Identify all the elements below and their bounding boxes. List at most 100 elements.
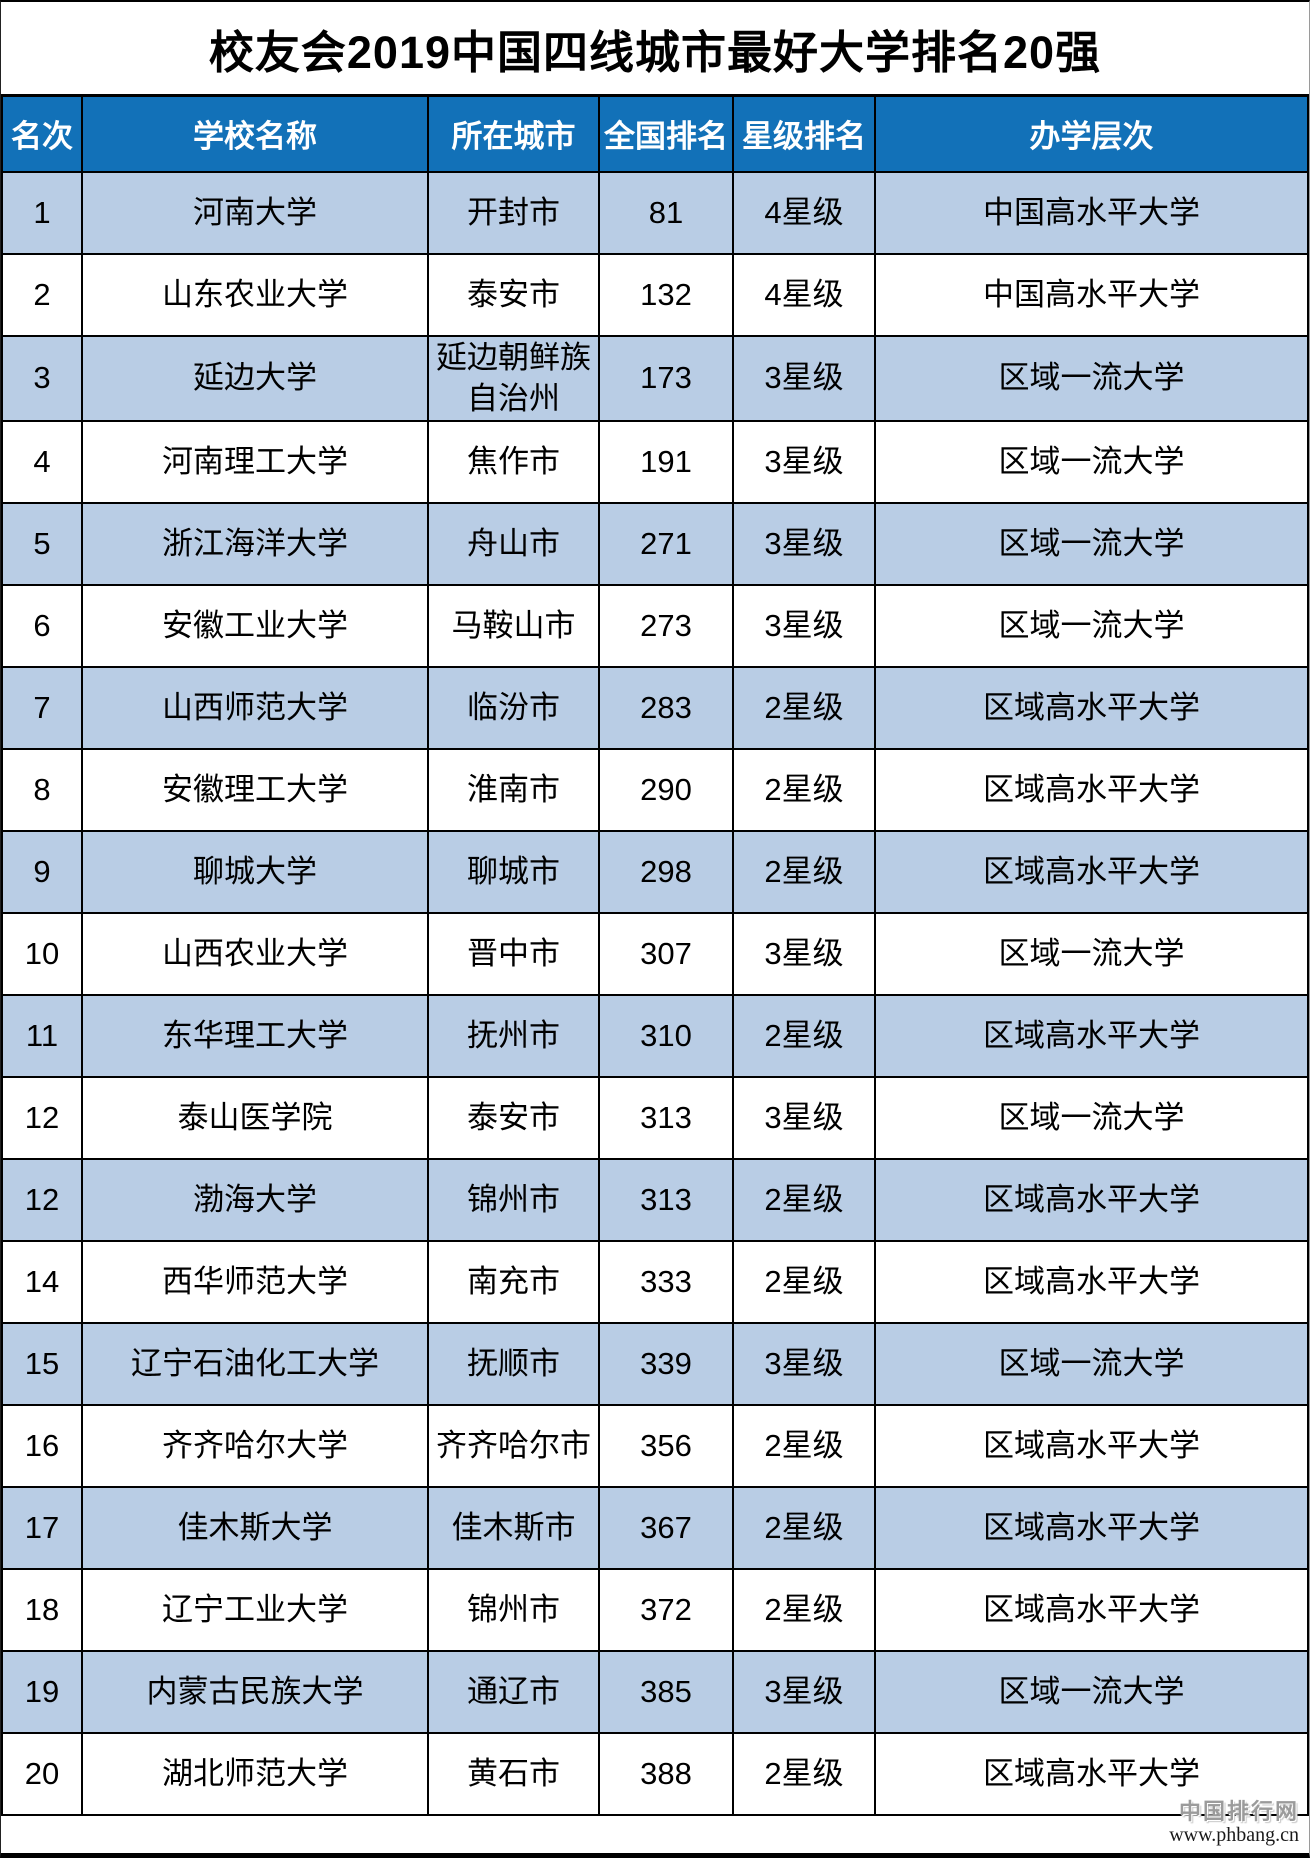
city-cell: 泰安市 (427, 252, 600, 337)
header-cell-national-rank: 全国排名 (598, 94, 734, 173)
school-cell: 山西农业大学 (81, 912, 429, 997)
level-cell: 区域一流大学 (874, 420, 1309, 505)
city-cell: 抚顺市 (427, 1322, 600, 1407)
table-row: 6 安徽工业大学 马鞍山市 273 3星级 区域一流大学 (1, 584, 1309, 669)
city-cell: 晋中市 (427, 912, 600, 997)
rank-cell: 17 (1, 1486, 83, 1571)
national-rank-cell: 283 (598, 666, 734, 751)
city-cell: 齐齐哈尔市 (427, 1404, 600, 1489)
city-cell: 通辽市 (427, 1650, 600, 1735)
table-row: 2 山东农业大学 泰安市 132 4星级 中国高水平大学 (1, 252, 1309, 337)
national-rank-cell: 313 (598, 1158, 734, 1243)
table-row: 20 湖北师范大学 黄石市 388 2星级 区域高水平大学 (1, 1732, 1309, 1817)
level-cell: 中国高水平大学 (874, 252, 1309, 337)
school-cell: 安徽理工大学 (81, 748, 429, 833)
city-cell: 南充市 (427, 1240, 600, 1325)
table-row: 7 山西师范大学 临汾市 283 2星级 区域高水平大学 (1, 666, 1309, 751)
star-rating-cell: 2星级 (732, 1158, 876, 1243)
city-cell: 黄石市 (427, 1732, 600, 1817)
school-cell: 河南大学 (81, 170, 429, 255)
star-rating-cell: 3星级 (732, 912, 876, 997)
star-rating-cell: 3星级 (732, 334, 876, 423)
star-rating-cell: 3星级 (732, 420, 876, 505)
school-cell: 山西师范大学 (81, 666, 429, 751)
national-rank-cell: 372 (598, 1568, 734, 1653)
star-rating-cell: 3星级 (732, 584, 876, 669)
rank-cell: 6 (1, 584, 83, 669)
star-rating-cell: 2星级 (732, 1486, 876, 1571)
level-cell: 区域一流大学 (874, 1076, 1309, 1161)
star-rating-cell: 2星级 (732, 1568, 876, 1653)
school-cell: 安徽工业大学 (81, 584, 429, 669)
rank-cell: 7 (1, 666, 83, 751)
national-rank-cell: 298 (598, 830, 734, 915)
table-row: 15 辽宁石油化工大学 抚顺市 339 3星级 区域一流大学 (1, 1322, 1309, 1407)
level-cell: 区域高水平大学 (874, 666, 1309, 751)
level-cell: 区域高水平大学 (874, 1404, 1309, 1489)
star-rating-cell: 2星级 (732, 1404, 876, 1489)
level-cell: 区域高水平大学 (874, 1486, 1309, 1571)
header-cell-level: 办学层次 (874, 94, 1309, 173)
level-cell: 中国高水平大学 (874, 170, 1309, 255)
level-cell: 区域一流大学 (874, 1322, 1309, 1407)
star-rating-cell: 3星级 (732, 1650, 876, 1735)
school-cell: 西华师范大学 (81, 1240, 429, 1325)
level-cell: 区域一流大学 (874, 1650, 1309, 1735)
national-rank-cell: 307 (598, 912, 734, 997)
city-cell: 聊城市 (427, 830, 600, 915)
national-rank-cell: 81 (598, 170, 734, 255)
city-cell: 延边朝鲜族自治州 (427, 334, 600, 423)
star-rating-cell: 2星级 (732, 748, 876, 833)
star-rating-cell: 2星级 (732, 1732, 876, 1817)
school-cell: 佳木斯大学 (81, 1486, 429, 1571)
school-cell: 聊城大学 (81, 830, 429, 915)
national-rank-cell: 173 (598, 334, 734, 423)
header-cell-star-rating: 星级排名 (732, 94, 876, 173)
table-row: 17 佳木斯大学 佳木斯市 367 2星级 区域高水平大学 (1, 1486, 1309, 1571)
header-cell-school: 学校名称 (81, 94, 429, 173)
national-rank-cell: 385 (598, 1650, 734, 1735)
national-rank-cell: 356 (598, 1404, 734, 1489)
school-cell: 内蒙古民族大学 (81, 1650, 429, 1735)
national-rank-cell: 310 (598, 994, 734, 1079)
school-cell: 东华理工大学 (81, 994, 429, 1079)
rank-cell: 12 (1, 1076, 83, 1161)
table-row: 5 浙江海洋大学 舟山市 271 3星级 区域一流大学 (1, 502, 1309, 587)
level-cell: 区域一流大学 (874, 334, 1309, 423)
level-cell: 区域一流大学 (874, 912, 1309, 997)
city-cell: 马鞍山市 (427, 584, 600, 669)
school-cell: 辽宁石油化工大学 (81, 1322, 429, 1407)
rank-cell: 1 (1, 170, 83, 255)
level-cell: 区域高水平大学 (874, 1732, 1309, 1817)
level-cell: 区域一流大学 (874, 584, 1309, 669)
table-row: 10 山西农业大学 晋中市 307 3星级 区域一流大学 (1, 912, 1309, 997)
table-row: 12 泰山医学院 泰安市 313 3星级 区域一流大学 (1, 1076, 1309, 1161)
title-band: 校友会2019中国四线城市最好大学排名20强 (1, 2, 1309, 94)
rank-cell: 18 (1, 1568, 83, 1653)
rank-cell: 5 (1, 502, 83, 587)
school-cell: 延边大学 (81, 334, 429, 423)
national-rank-cell: 191 (598, 420, 734, 505)
level-cell: 区域高水平大学 (874, 748, 1309, 833)
city-cell: 锦州市 (427, 1568, 600, 1653)
national-rank-cell: 388 (598, 1732, 734, 1817)
city-cell: 舟山市 (427, 502, 600, 587)
school-cell: 山东农业大学 (81, 252, 429, 337)
table-row: 12 渤海大学 锦州市 313 2星级 区域高水平大学 (1, 1158, 1309, 1243)
table-row: 3 延边大学 延边朝鲜族自治州 173 3星级 区域一流大学 (1, 334, 1309, 423)
city-cell: 焦作市 (427, 420, 600, 505)
table-row: 19 内蒙古民族大学 通辽市 385 3星级 区域一流大学 (1, 1650, 1309, 1735)
city-cell: 开封市 (427, 170, 600, 255)
school-cell: 湖北师范大学 (81, 1732, 429, 1817)
page-title: 校友会2019中国四线城市最好大学排名20强 (208, 26, 1102, 78)
star-rating-cell: 3星级 (732, 502, 876, 587)
level-cell: 区域高水平大学 (874, 1240, 1309, 1325)
city-cell: 泰安市 (427, 1076, 600, 1161)
header-cell-rank: 名次 (1, 94, 83, 173)
star-rating-cell: 2星级 (732, 1240, 876, 1325)
national-rank-cell: 339 (598, 1322, 734, 1407)
city-cell: 佳木斯市 (427, 1486, 600, 1571)
rank-cell: 8 (1, 748, 83, 833)
rank-cell: 15 (1, 1322, 83, 1407)
rank-cell: 9 (1, 830, 83, 915)
